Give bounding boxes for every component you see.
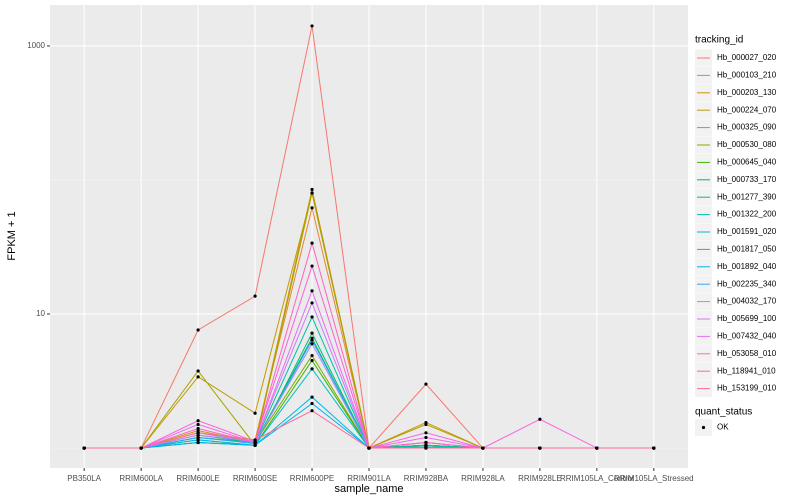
legend-label: Hb_000325_090 bbox=[717, 123, 777, 132]
data-point bbox=[196, 369, 200, 373]
legend-label: Hb_001322_200 bbox=[717, 210, 777, 219]
data-point bbox=[82, 446, 86, 450]
data-point bbox=[538, 446, 542, 450]
y-tick-label: 10 bbox=[36, 309, 45, 318]
axes: 10 1000 PB350LA RRIM600LA RRIM600LE RRIM600SE… bbox=[27, 41, 693, 483]
data-point bbox=[196, 426, 200, 431]
x-tick-label: RRIM901LA bbox=[347, 474, 391, 483]
legend-label: Hb_001277_390 bbox=[717, 192, 777, 201]
legend-label: Hb_000224_070 bbox=[717, 105, 777, 114]
data-point bbox=[310, 401, 314, 406]
x-tick-label: RRIM105LA_Control bbox=[560, 474, 634, 483]
legend-label: Hb_002235_340 bbox=[717, 279, 777, 288]
data-point bbox=[310, 191, 314, 195]
data-point bbox=[424, 431, 428, 435]
legend-label: Hb_001892_040 bbox=[717, 262, 777, 271]
y-tick-label: 1000 bbox=[27, 41, 45, 50]
legend-label: Hb_000530_080 bbox=[717, 140, 777, 149]
data-point bbox=[310, 289, 314, 293]
data-point bbox=[253, 411, 257, 415]
x-tick-label: RRIM928BA bbox=[404, 474, 449, 483]
data-point bbox=[196, 433, 200, 437]
data-point bbox=[424, 440, 428, 445]
data-point bbox=[310, 409, 314, 413]
legend-label: Hb_000733_170 bbox=[717, 175, 777, 184]
legend-label: Hb_153199_010 bbox=[717, 384, 777, 393]
data-point bbox=[196, 422, 200, 427]
data-point bbox=[196, 328, 200, 332]
data-point bbox=[196, 419, 200, 423]
data-point bbox=[424, 446, 428, 450]
x-tick-label: RRIM928LE bbox=[518, 474, 562, 483]
data-point bbox=[310, 301, 314, 305]
legend-label: Hb_000027_020 bbox=[717, 53, 777, 62]
legend-title: tracking_id bbox=[695, 35, 743, 46]
data-point bbox=[310, 24, 314, 28]
legend-label: Hb_001817_050 bbox=[717, 245, 777, 254]
data-point bbox=[196, 435, 200, 440]
data-point bbox=[310, 315, 314, 319]
legend-label: Hb_005699_100 bbox=[717, 314, 777, 323]
data-point bbox=[424, 382, 428, 386]
legend-point bbox=[701, 425, 706, 430]
x-tick-label: RRIM600LA bbox=[119, 474, 163, 483]
legend-title: quant_status bbox=[695, 407, 752, 418]
data-point bbox=[310, 395, 314, 399]
data-point bbox=[424, 422, 428, 427]
grid bbox=[50, 5, 688, 468]
data-point bbox=[139, 446, 143, 450]
data-point bbox=[538, 417, 542, 421]
x-tick-label: RRIM928LA bbox=[461, 474, 505, 483]
data-point bbox=[310, 187, 314, 192]
data-point bbox=[196, 375, 200, 379]
data-point bbox=[310, 353, 314, 358]
points bbox=[82, 24, 656, 450]
data-point bbox=[253, 440, 257, 445]
x-tick-label: RRIM600PE bbox=[290, 474, 334, 483]
data-point bbox=[310, 367, 314, 371]
data-point bbox=[595, 446, 599, 450]
data-point bbox=[310, 342, 314, 346]
legend-label: Hb_000103_210 bbox=[717, 71, 777, 80]
data-point bbox=[481, 446, 485, 450]
legend-label: Hb_053058_010 bbox=[717, 349, 777, 358]
x-tick-label: RRIM105LA_Stressed bbox=[614, 474, 694, 483]
data-point bbox=[310, 358, 314, 363]
data-point bbox=[310, 206, 314, 210]
data-point bbox=[367, 446, 371, 450]
legend-label: Hb_000645_040 bbox=[717, 158, 777, 167]
data-point bbox=[196, 431, 200, 435]
data-point bbox=[310, 241, 314, 245]
x-tick-label: PB350LA bbox=[67, 474, 101, 483]
data-point bbox=[196, 440, 200, 445]
data-point bbox=[253, 438, 257, 442]
data-point bbox=[424, 435, 428, 440]
y-axis-label: FPKM + 1 bbox=[6, 211, 18, 260]
data-point bbox=[253, 294, 257, 298]
data-point bbox=[652, 446, 656, 450]
x-tick-label: RRIM600LE bbox=[176, 474, 220, 483]
legend: tracking_id Hb_000027_020 Hb_000103_210 Hb_… bbox=[695, 35, 777, 436]
data-point bbox=[310, 338, 314, 342]
data-point bbox=[196, 438, 200, 442]
legend-label: Hb_004032_170 bbox=[717, 297, 777, 306]
x-axis-label: sample_name bbox=[334, 483, 403, 495]
data-point bbox=[310, 264, 314, 268]
legend-label: Hb_118941_010 bbox=[717, 366, 776, 375]
legend-label: Hb_001591_020 bbox=[717, 227, 777, 236]
data-point bbox=[310, 331, 314, 335]
legend-label: Hb_000203_130 bbox=[717, 88, 777, 97]
legend-label: Hb_007432_040 bbox=[717, 332, 777, 341]
legend-label: OK bbox=[717, 423, 729, 432]
x-tick-label: RRIM600SE bbox=[233, 474, 277, 483]
